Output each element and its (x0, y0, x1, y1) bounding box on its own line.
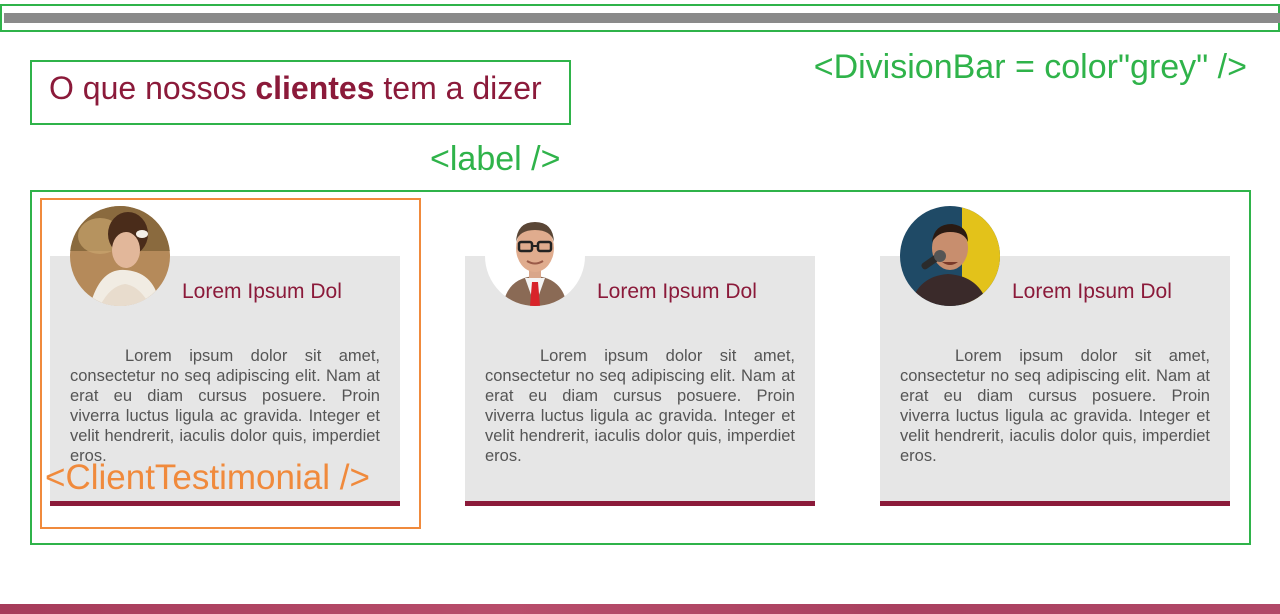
testimonial-text: Lorem ipsum dolor sit amet, consectetur … (900, 347, 1210, 465)
singer-avatar (900, 206, 1000, 306)
division-bar-annotation-label: <DivisionBar = color"grey" /> (813, 48, 1247, 86)
testimonial-text: Lorem ipsum dolor sit amet, consectetur … (485, 347, 795, 465)
card-accent-bar (50, 501, 400, 506)
client-testimonial-annotation-frame (40, 198, 421, 529)
testimonial-text: Lorem ipsum dolor sit amet, consectetur … (70, 347, 380, 465)
testimonial-client-name: Lorem Ipsum Dol (597, 280, 757, 303)
heading-annotation-frame (30, 60, 571, 125)
testimonial-card: Lorem Ipsum Dol Lorem ipsum dolor sit am… (880, 206, 1230, 506)
card-accent-bar (465, 501, 815, 506)
section-title-bold: clientes (255, 70, 375, 106)
man-glasses-avatar (485, 206, 585, 306)
testimonials-annotation-frame (30, 190, 1251, 545)
division-bar (4, 13, 1280, 23)
testimonial-card: Lorem Ipsum Dol Lorem ipsum dolor sit am… (465, 206, 815, 506)
footer-band (0, 604, 1280, 614)
client-testimonial-annotation-label: <ClientTestimonial /> (45, 458, 370, 497)
testimonial-client-name: Lorem Ipsum Dol (182, 280, 342, 303)
card-accent-bar (880, 501, 1230, 506)
section-title: O que nossos clientes tem a dizer (49, 68, 542, 108)
section-title-prefix: O que nossos (49, 70, 256, 106)
label-annotation: <label /> (430, 140, 561, 178)
section-title-suffix: tem a dizer (374, 70, 542, 106)
testimonial-client-name: Lorem Ipsum Dol (1012, 280, 1172, 303)
testimonial-card: Lorem Ipsum Dol Lorem ipsum dolor sit am… (50, 206, 400, 506)
